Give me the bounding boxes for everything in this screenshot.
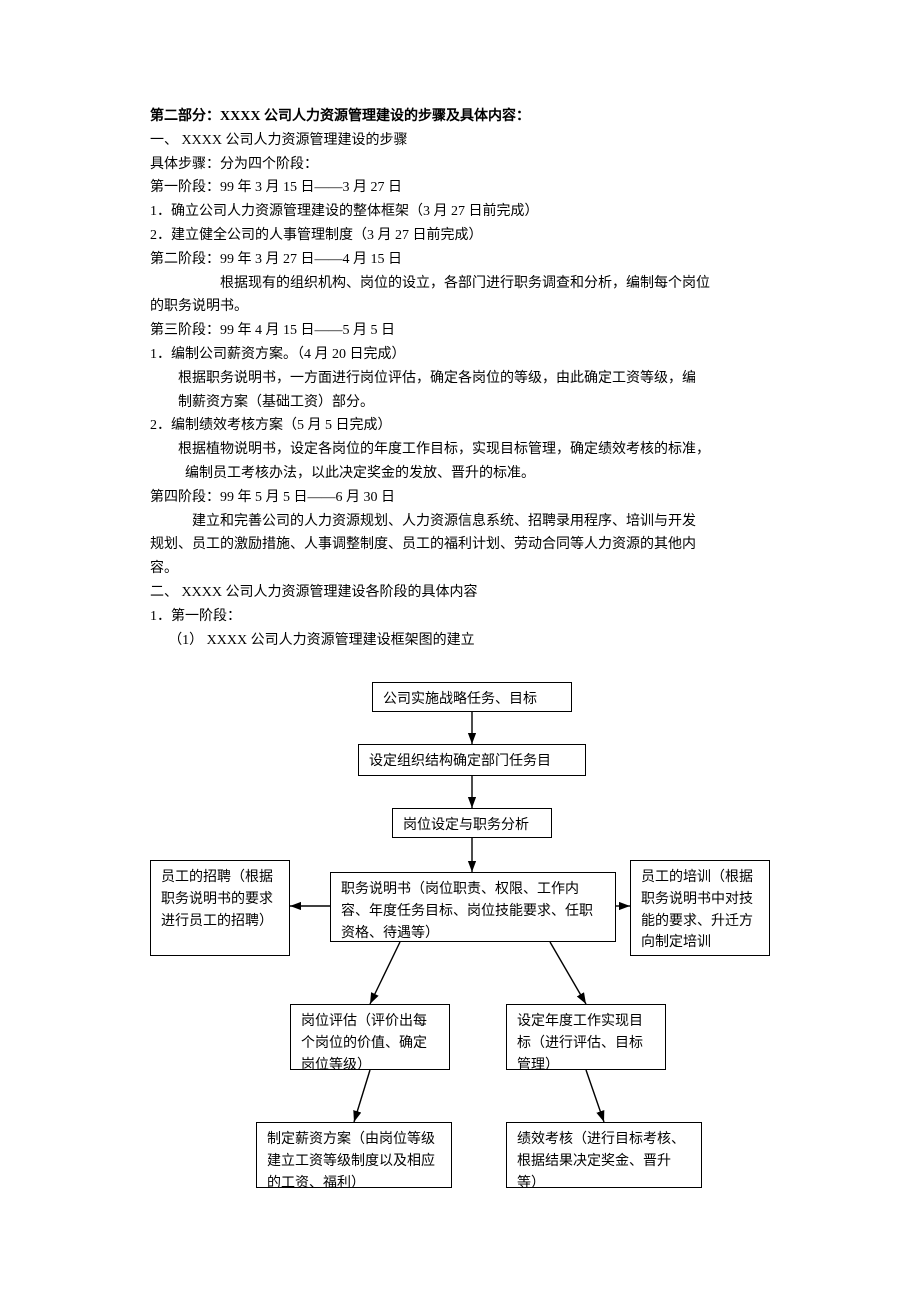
heading-2-item-1: 1．第一阶段：: [150, 605, 770, 629]
stage-2-heading: 第二阶段：99 年 3 月 27 日——4 月 15 日: [150, 248, 770, 272]
heading-1: 一、 XXXX 公司人力资源管理建设的步骤: [150, 129, 770, 153]
stage-4-body-2: 规划、员工的激励措施、人事调整制度、员工的福利计划、劳动合同等人力资源的其他内: [150, 533, 770, 557]
flow-node-n6: 设定年度工作实现目标（进行评估、目标管理）: [506, 1004, 666, 1070]
section-title: 第二部分：XXXX 公司人力资源管理建设的步骤及具体内容：: [150, 105, 770, 129]
stage-3-item-2: 2．编制绩效考核方案（5 月 5 日完成）: [150, 414, 770, 438]
stage-3-item-1a: 根据职务说明书，一方面进行岗位评估，确定各岗位的等级，由此确定工资等级，编: [150, 367, 770, 391]
steps-intro: 具体步骤：分为四个阶段：: [150, 153, 770, 177]
stage-4-body-3: 容。: [150, 557, 770, 581]
flow-node-nR: 员工的培训（根据职务说明书中对技能的要求、升迁方向制定培训: [630, 860, 770, 956]
stage-4-heading: 第四阶段：99 年 5 月 5 日——6 月 30 日: [150, 486, 770, 510]
stage-2-body-2: 的职务说明书。: [150, 295, 770, 319]
flow-node-n8: 绩效考核（进行目标考核、根据结果决定奖金、晋升等）: [506, 1122, 702, 1188]
stage-3-heading: 第三阶段：99 年 4 月 15 日——5 月 5 日: [150, 319, 770, 343]
flow-node-n3: 岗位设定与职务分析: [392, 808, 552, 838]
stage-3-item-1b: 制薪资方案（基础工资）部分。: [150, 391, 770, 415]
flow-node-n7: 制定薪资方案（由岗位等级建立工资等级制度以及相应的工资、福利）: [256, 1122, 452, 1188]
flow-node-nL: 员工的招聘（根据职务说明书的要求进行员工的招聘）: [150, 860, 290, 956]
flow-node-n2: 设定组织结构确定部门任务目: [358, 744, 586, 776]
stage-4-body-1: 建立和完善公司的人力资源规划、人力资源信息系统、招聘录用程序、培训与开发: [150, 510, 770, 534]
flowchart: 公司实施战略任务、目标设定组织结构确定部门任务目岗位设定与职务分析职务说明书（岗…: [150, 682, 770, 1242]
flow-node-n1: 公司实施战略任务、目标: [372, 682, 572, 712]
stage-3-item-1: 1．编制公司薪资方案。（4 月 20 日完成）: [150, 343, 770, 367]
stage-3-item-2b: 编制员工考核办法，以此决定奖金的发放、晋升的标准。: [150, 462, 770, 486]
heading-2-item-1-1: （1） XXXX 公司人力资源管理建设框架图的建立: [150, 629, 770, 653]
stage-1-item-1: 1．确立公司人力资源管理建设的整体框架（3 月 27 日前完成）: [150, 200, 770, 224]
stage-1-heading: 第一阶段：99 年 3 月 15 日——3 月 27 日: [150, 176, 770, 200]
heading-2: 二、 XXXX 公司人力资源管理建设各阶段的具体内容: [150, 581, 770, 605]
stage-1-item-2: 2．建立健全公司的人事管理制度（3 月 27 日前完成）: [150, 224, 770, 248]
flow-node-n5: 岗位评估（评价出每个岗位的价值、确定岗位等级）: [290, 1004, 450, 1070]
flow-node-n4: 职务说明书（岗位职责、权限、工作内容、年度任务目标、岗位技能要求、任职资格、待遇…: [330, 872, 616, 942]
stage-2-body-1: 根据现有的组织机构、岗位的设立，各部门进行职务调查和分析，编制每个岗位: [150, 272, 770, 296]
stage-3-item-2a: 根据植物说明书，设定各岗位的年度工作目标，实现目标管理，确定绩效考核的标准，: [150, 438, 770, 462]
